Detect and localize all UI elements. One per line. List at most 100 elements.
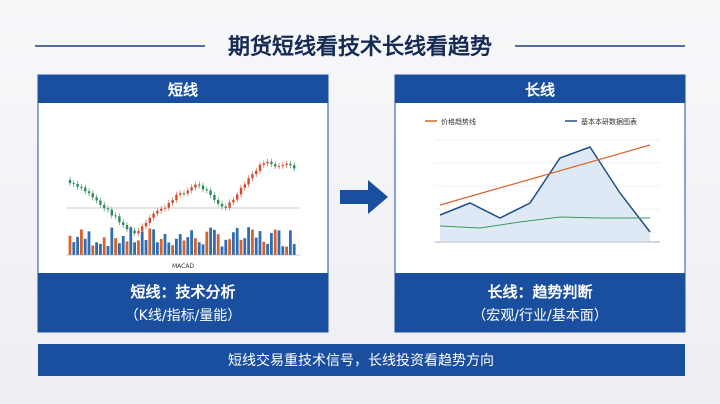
decoration — [228, 239, 231, 255]
decoration — [133, 230, 136, 234]
decoration — [236, 194, 239, 200]
trend-chart — [435, 139, 660, 243]
decoration — [251, 229, 254, 255]
panel-header — [38, 75, 328, 103]
decoration — [156, 210, 159, 214]
legend-label: 价格趋势线 — [441, 117, 476, 126]
decoration — [255, 170, 258, 175]
decoration — [292, 244, 296, 255]
decoration — [209, 227, 212, 255]
decoration — [80, 186, 83, 188]
decoration — [220, 203, 224, 207]
decoration — [182, 193, 186, 195]
decoration — [118, 216, 121, 223]
decoration — [274, 164, 277, 167]
decoration — [148, 217, 151, 223]
decoration — [178, 234, 182, 255]
decoration — [186, 237, 190, 255]
decoration — [281, 246, 285, 255]
decoration — [258, 231, 262, 255]
decoration — [198, 184, 201, 186]
panel-heading: 短线：技术分析 — [130, 283, 235, 301]
decoration — [144, 239, 148, 255]
decoration — [99, 200, 102, 205]
decoration — [87, 191, 91, 194]
panel-header — [395, 75, 685, 103]
decoration — [186, 190, 189, 194]
decoration — [72, 183, 75, 185]
decoration — [289, 230, 292, 255]
decoration — [83, 238, 87, 255]
decoration — [152, 229, 155, 255]
chart-caption: MACAD — [172, 263, 194, 270]
decoration — [289, 163, 292, 166]
decoration — [80, 229, 83, 255]
decoration — [95, 242, 98, 255]
decoration — [133, 242, 136, 255]
decoration — [201, 244, 205, 255]
decoration — [110, 227, 114, 255]
decoration — [140, 231, 144, 255]
panel-subheading: （K线/指标/量能） — [125, 308, 242, 324]
decoration — [205, 231, 209, 255]
decoration — [163, 207, 167, 209]
decoration — [99, 243, 102, 255]
decoration — [217, 199, 220, 204]
decoration — [72, 242, 76, 255]
footer-text: 短线交易重技术信号，长线投资看趋势方向 — [228, 352, 494, 369]
panel-label: 长线 — [525, 81, 555, 99]
decoration — [220, 246, 224, 255]
decoration — [190, 187, 193, 191]
decoration — [213, 229, 216, 255]
decoration — [197, 242, 201, 255]
decoration — [175, 194, 178, 201]
decoration — [273, 229, 277, 255]
decoration — [262, 241, 266, 255]
decoration — [205, 189, 208, 191]
decoration — [118, 243, 121, 255]
decoration — [91, 193, 94, 198]
decoration — [106, 245, 110, 255]
panel-label: 短线 — [168, 81, 198, 99]
decoration — [106, 208, 110, 210]
decoration — [266, 243, 269, 255]
decoration — [167, 242, 171, 255]
decoration — [179, 193, 182, 195]
decoration — [144, 222, 148, 227]
decoration — [239, 239, 243, 255]
decoration — [281, 165, 284, 167]
decoration — [167, 202, 170, 208]
decoration — [190, 230, 193, 255]
decoration — [148, 228, 152, 255]
decoration — [91, 245, 95, 255]
decoration — [251, 174, 254, 179]
decoration — [171, 245, 174, 255]
decoration — [266, 161, 269, 164]
decoration — [239, 187, 243, 195]
decoration — [137, 240, 140, 255]
decoration — [125, 241, 129, 255]
decoration — [159, 238, 163, 255]
decoration — [243, 184, 246, 188]
decoration — [103, 204, 106, 209]
legend-label: 基本本研数据图表 — [581, 117, 637, 126]
decoration — [125, 225, 129, 230]
decoration — [243, 238, 247, 255]
decoration — [114, 238, 117, 255]
panel-heading: 长线：趋势判断 — [487, 283, 592, 301]
decoration — [163, 233, 167, 255]
decoration — [156, 242, 159, 255]
decoration — [262, 163, 265, 165]
decoration — [285, 246, 288, 255]
decoration — [224, 239, 228, 255]
decoration — [232, 199, 235, 203]
decoration — [137, 231, 140, 234]
decoration — [76, 236, 79, 255]
decoration — [201, 185, 205, 190]
decoration — [277, 230, 281, 255]
decoration — [224, 206, 227, 208]
decoration — [121, 235, 125, 255]
decoration — [254, 237, 258, 255]
